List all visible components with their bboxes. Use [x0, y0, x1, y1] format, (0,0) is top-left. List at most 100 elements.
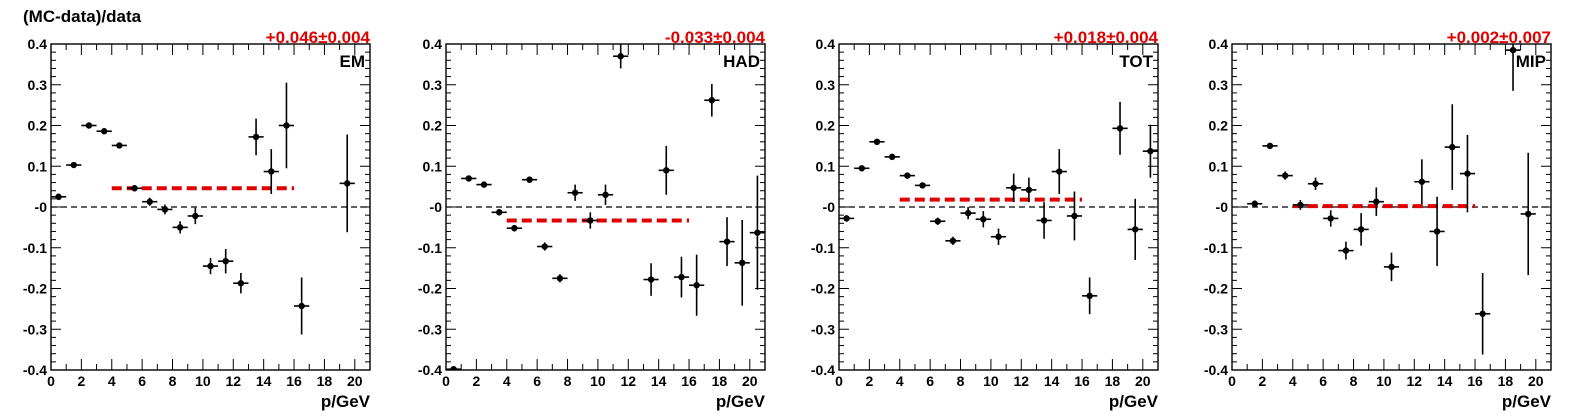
data-point	[708, 97, 716, 104]
y-tick-label: -0.4	[811, 362, 835, 378]
data-point	[1509, 46, 1517, 54]
y-tick-label: 0.2	[423, 118, 443, 134]
x-tick-label: 10	[195, 373, 211, 389]
y-tick-label: -0.4	[23, 362, 47, 378]
data-point	[252, 133, 260, 141]
x-tick-label: 16	[1074, 373, 1090, 389]
data-point	[465, 175, 472, 182]
data-point	[617, 53, 624, 60]
data-point	[100, 128, 108, 135]
data-point	[70, 161, 77, 169]
chart-panel-had: -0.4 -0.3 -0.2 -0.1 -0 0.1 0.2 0.3 0.4 0 2 4 6 8 10 12 1…	[418, 28, 766, 411]
panel-label: TOT	[1119, 52, 1153, 71]
data-point	[723, 238, 731, 245]
data-point	[495, 209, 503, 216]
data-point	[298, 302, 305, 310]
x-axis-title: p/GeV	[1109, 392, 1159, 411]
data-point	[1388, 263, 1395, 271]
data-points	[1247, 44, 1536, 355]
data-point	[1116, 125, 1124, 132]
y-tick-label: 0.1	[423, 158, 443, 174]
x-tick-label: 18	[1105, 373, 1121, 389]
data-point	[1342, 247, 1350, 254]
data-point	[843, 215, 850, 222]
x-tick-label: 14	[256, 373, 272, 389]
x-tick-label: 8	[169, 373, 177, 389]
data-point	[888, 153, 896, 161]
x-tick-label: 16	[1467, 373, 1483, 389]
x-tick-label: 0	[442, 373, 450, 389]
x-tick-label: 4	[896, 373, 904, 389]
panel-label: MIP	[1516, 52, 1546, 71]
data-point	[587, 217, 594, 224]
data-point	[1281, 172, 1289, 179]
data-point	[450, 365, 457, 370]
fit-annotation: +0.002±0.007	[1447, 28, 1551, 47]
x-tick-label: 8	[957, 373, 965, 389]
y-tick-label: -0.2	[418, 281, 442, 297]
data-point	[1433, 228, 1441, 235]
data-point	[1086, 292, 1093, 300]
data-point	[85, 122, 93, 129]
x-tick-label: 20	[347, 373, 363, 389]
data-point	[283, 122, 290, 129]
data-point	[739, 259, 746, 267]
y-tick-label: 0.4	[816, 36, 836, 52]
x-tick-label: 6	[1319, 373, 1327, 389]
data-point	[663, 167, 670, 174]
data-point	[1449, 143, 1456, 151]
data-point	[1056, 168, 1063, 175]
y-tick-label: -0	[1216, 199, 1229, 215]
data-point	[1357, 226, 1365, 233]
x-tick-label: 12	[1406, 373, 1422, 389]
chart-panel-mip: -0.4 -0.3 -0.2 -0.1 -0 0.1 0.2 0.3 0.4 0 2 4 6 8 10 12 1…	[1204, 28, 1552, 411]
y-tick-label: -0.2	[1204, 281, 1228, 297]
y-tick-label: -0.3	[811, 321, 835, 337]
y-tick-label: -0.4	[418, 362, 442, 378]
data-point	[754, 229, 761, 236]
x-tick-label: 20	[742, 373, 758, 389]
x-tick-label: 10	[1376, 373, 1392, 389]
data-point	[1071, 212, 1078, 220]
data-point	[541, 243, 548, 250]
panel-label: EM	[340, 52, 366, 71]
y-tick-label: -0.1	[811, 240, 835, 256]
fit-annotation: -0.033±0.004	[665, 28, 766, 47]
y-tick-label: -0.3	[1204, 321, 1228, 337]
data-points	[839, 101, 1158, 315]
x-tick-label: 14	[1044, 373, 1060, 389]
data-point	[602, 191, 609, 198]
panel-label: HAD	[723, 52, 760, 71]
y-tick-label: 0.3	[423, 77, 443, 93]
data-point	[571, 189, 579, 196]
x-tick-label: 10	[983, 373, 999, 389]
x-tick-label: 20	[1528, 373, 1544, 389]
data-point	[1479, 310, 1486, 317]
x-tick-label: 16	[286, 373, 302, 389]
data-point	[526, 176, 533, 183]
data-point	[858, 165, 865, 172]
y-tick-label: -0	[823, 199, 836, 215]
x-tick-label: 0	[835, 373, 843, 389]
y-tick-label: 0.4	[1209, 36, 1229, 52]
x-tick-label: 4	[108, 373, 116, 389]
data-point	[1418, 178, 1426, 185]
x-tick-label: 8	[564, 373, 572, 389]
data-point	[480, 181, 488, 188]
x-tick-label: 4	[503, 373, 511, 389]
chart-panel-em: -0.4 -0.3 -0.2 -0.1 -0 0.1 0.2 0.3 0.4 0 2 4 6 8 10 12 1…	[23, 28, 371, 411]
y-tick-label: -0.4	[1204, 362, 1228, 378]
data-point	[1132, 226, 1139, 233]
data-point	[1373, 198, 1380, 205]
x-tick-label: 0	[1228, 373, 1236, 389]
x-tick-label: 6	[138, 373, 146, 389]
x-tick-label: 12	[620, 373, 636, 389]
data-point	[222, 257, 229, 265]
y-tick-label: -0	[430, 199, 443, 215]
x-axis-title: p/GeV	[321, 392, 371, 411]
data-point	[934, 218, 941, 225]
data-point	[678, 273, 685, 281]
y-tick-label: -0.1	[23, 240, 47, 256]
data-point	[176, 224, 184, 231]
